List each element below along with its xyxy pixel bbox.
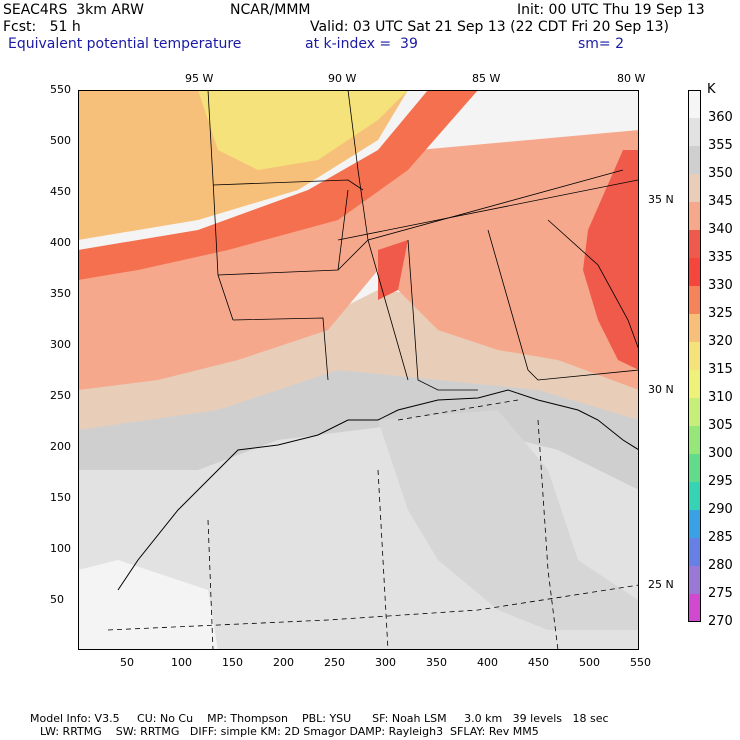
x-tick-label: 500 bbox=[579, 656, 600, 669]
legend-level-label: 270 bbox=[708, 614, 733, 629]
field-yellow bbox=[198, 90, 408, 170]
field-salmon bbox=[78, 130, 639, 390]
theta-e-map bbox=[78, 90, 639, 650]
legend-level-label: 310 bbox=[708, 390, 733, 405]
model-title: SEAC4RS 3km ARW bbox=[3, 2, 144, 18]
legend-level-label: 305 bbox=[708, 418, 733, 433]
coastline bbox=[117, 389, 639, 591]
legend-level-label: 340 bbox=[708, 222, 733, 237]
x-tick-label: 250 bbox=[324, 656, 345, 669]
lon-label-85w: 85 W bbox=[472, 72, 501, 85]
smoothing-label: sm= 2 bbox=[578, 36, 625, 52]
field-name: Equivalent potential temperature bbox=[8, 36, 242, 52]
offshore-boundaries bbox=[107, 399, 639, 650]
y-tick-label: 350 bbox=[50, 287, 71, 300]
y-tick-label: 200 bbox=[50, 440, 71, 453]
x-tick-label: 400 bbox=[477, 656, 498, 669]
lat-label-25n: 25 N bbox=[648, 578, 674, 591]
lat-label-30n: 30 N bbox=[648, 383, 674, 396]
legend-level-label: 290 bbox=[708, 502, 733, 517]
y-tick-label: 50 bbox=[50, 593, 64, 606]
y-tick-label: 550 bbox=[50, 83, 71, 96]
level-label: at k-index = 39 bbox=[305, 36, 418, 52]
x-tick-label: 150 bbox=[222, 656, 243, 669]
legend-level-label: 300 bbox=[708, 446, 733, 461]
lon-label-90w: 90 W bbox=[328, 72, 357, 85]
lat-label-35n: 35 N bbox=[648, 193, 674, 206]
y-tick-label: 450 bbox=[50, 185, 71, 198]
legend-level-label: 315 bbox=[708, 362, 733, 377]
model-info-line1: Model Info: V3.5 CU: No Cu MP: Thompson … bbox=[30, 712, 609, 725]
field-red-band bbox=[78, 90, 478, 280]
x-tick-label: 550 bbox=[630, 656, 651, 669]
legend-level-label: 330 bbox=[708, 278, 733, 293]
org-label: NCAR/MMM bbox=[230, 2, 311, 18]
y-tick-label: 250 bbox=[50, 389, 71, 402]
legend-level-label: 275 bbox=[708, 586, 733, 601]
legend-level-label: 285 bbox=[708, 530, 733, 545]
legend-level-label: 335 bbox=[708, 250, 733, 265]
legend-level-label: 280 bbox=[708, 558, 733, 573]
legend-level-label: 295 bbox=[708, 474, 733, 489]
x-tick-label: 50 bbox=[120, 656, 134, 669]
forecast-hour: Fcst: 51 h bbox=[3, 19, 81, 35]
legend-level-label: 320 bbox=[708, 334, 733, 349]
legend-level-label: 355 bbox=[708, 138, 733, 153]
y-tick-label: 150 bbox=[50, 491, 71, 504]
init-time: Init: 00 UTC Thu 19 Sep 13 bbox=[517, 2, 705, 18]
legend-level-label: 325 bbox=[708, 306, 733, 321]
y-tick-label: 100 bbox=[50, 542, 71, 555]
x-tick-label: 200 bbox=[273, 656, 294, 669]
state-borders bbox=[207, 90, 639, 391]
x-tick-label: 100 bbox=[171, 656, 192, 669]
legend-level-label: 350 bbox=[708, 166, 733, 181]
model-info-line2: LW: RRTMG SW: RRTMG DIFF: simple KM: 2D … bbox=[40, 725, 539, 738]
legend-level-label: 360 bbox=[708, 110, 733, 125]
y-tick-label: 300 bbox=[50, 338, 71, 351]
y-tick-label: 500 bbox=[50, 134, 71, 147]
valid-time: Valid: 03 UTC Sat 21 Sep 13 (22 CDT Fri … bbox=[310, 19, 669, 35]
x-tick-label: 350 bbox=[426, 656, 447, 669]
legend-level-label: 345 bbox=[708, 194, 733, 209]
y-tick-label: 400 bbox=[50, 236, 71, 249]
x-tick-label: 450 bbox=[528, 656, 549, 669]
legend-unit: K bbox=[707, 82, 716, 97]
lon-label-80w: 80 W bbox=[617, 72, 646, 85]
x-tick-label: 300 bbox=[375, 656, 396, 669]
field-gray-patch bbox=[378, 410, 639, 630]
lon-label-95w: 95 W bbox=[185, 72, 214, 85]
field-red-patch bbox=[378, 240, 408, 300]
